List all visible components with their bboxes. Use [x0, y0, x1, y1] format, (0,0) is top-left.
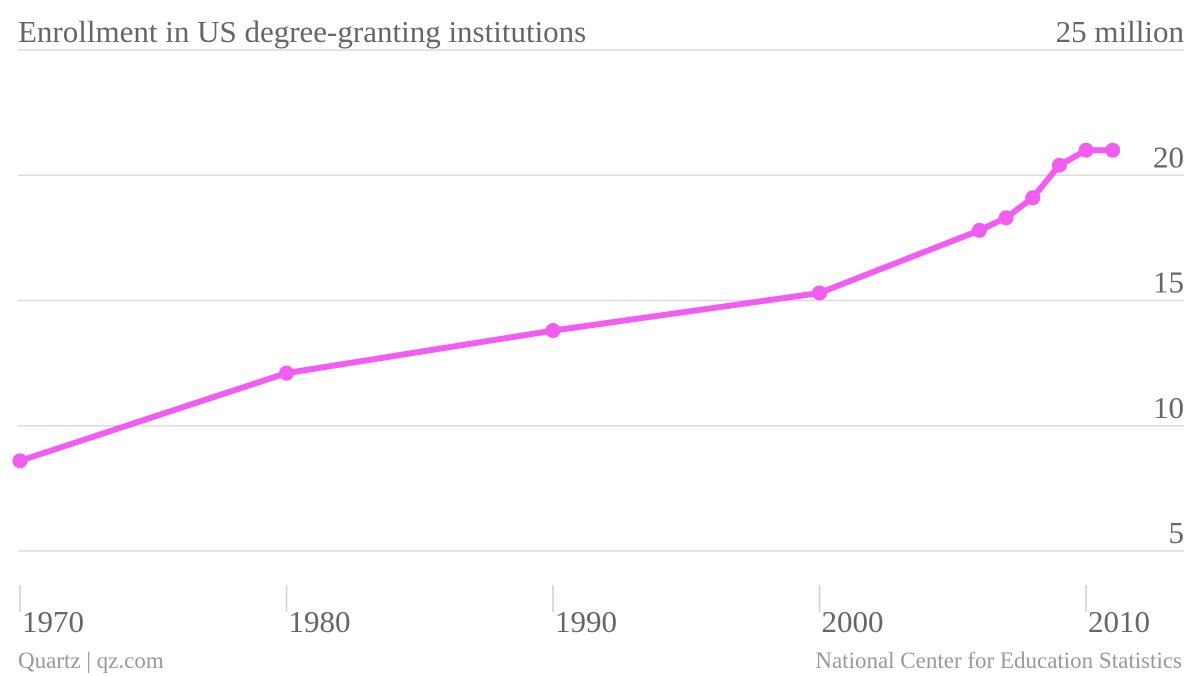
data-points [12, 142, 1121, 469]
data-point [279, 365, 295, 381]
data-point [971, 222, 987, 238]
y-tick-label: 15 [1153, 265, 1184, 300]
y-axis-ticks: 5 10 15 20 [1153, 139, 1184, 550]
data-point [1105, 142, 1121, 158]
x-tick-label: 1980 [289, 604, 351, 639]
y-tick-label: 20 [1153, 139, 1184, 174]
data-point [545, 323, 561, 339]
x-tick-label: 1990 [555, 604, 617, 639]
data-point [12, 453, 28, 469]
x-axis-ticks: 1970 1980 1990 2000 2010 [19, 585, 1150, 639]
series-line [17, 147, 1116, 464]
data-point [1025, 190, 1041, 206]
y-unit-label: 25 million [1056, 14, 1185, 49]
footer-source: National Center for Education Statistics [815, 648, 1182, 673]
chart-title: Enrollment in US degree-granting institu… [18, 14, 586, 49]
data-point [998, 210, 1014, 226]
x-tick-label: 2010 [1088, 604, 1150, 639]
y-tick-label: 5 [1169, 515, 1185, 550]
x-tick-label: 1970 [22, 604, 84, 639]
gridlines [18, 49, 1184, 552]
data-point [1078, 142, 1094, 158]
data-point [812, 285, 828, 301]
data-point [1051, 157, 1067, 173]
y-tick-label: 10 [1153, 390, 1184, 425]
x-tick-label: 2000 [822, 604, 884, 639]
footer-credit: Quartz | qz.com [18, 648, 164, 673]
